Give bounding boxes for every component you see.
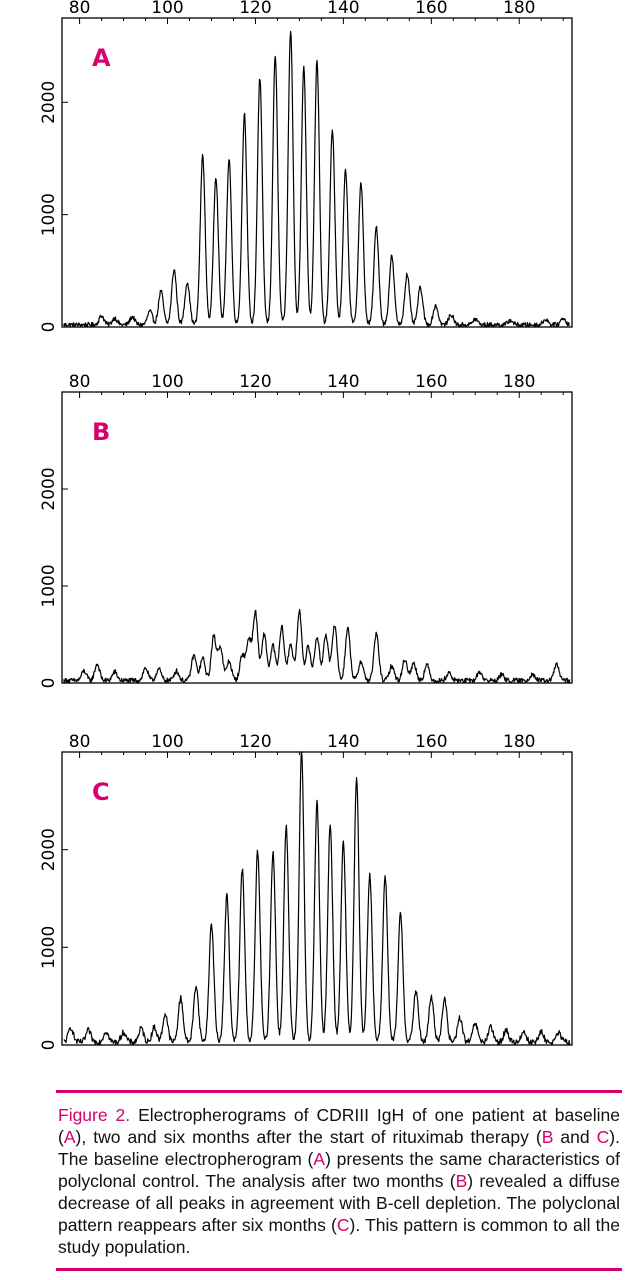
caption-text-segment: ) revealed a diffuse decrease of all pea… <box>58 1171 620 1235</box>
x-tick-label: 100 <box>151 0 183 18</box>
caption-panel-ref: C <box>596 1127 610 1147</box>
x-tick-label: 180 <box>503 0 535 18</box>
plot-frame <box>61 751 573 1046</box>
x-tick-label: 120 <box>239 372 271 392</box>
x-tick-label: 180 <box>503 372 535 392</box>
panel-label: C <box>92 778 110 806</box>
x-tick-label: 120 <box>239 732 271 752</box>
x-tick-label: 80 <box>69 0 91 18</box>
x-tick-label: 160 <box>415 732 447 752</box>
chart-panel-c: 80 100 120 140 160 180 0 1000 2000 C <box>39 732 573 1051</box>
chart-panel-b: 80 100 120 140 160 180 0 1000 2000 B <box>39 372 573 689</box>
caption-panel-ref: A <box>63 1127 76 1147</box>
caption-panel-ref: A <box>313 1149 326 1169</box>
x-tick-label: 160 <box>415 0 447 18</box>
x-tick-label: 100 <box>151 372 183 392</box>
x-tick-label: 140 <box>327 0 359 18</box>
caption-text: Electropherograms of CDRIII IgH of one p… <box>58 1105 620 1257</box>
caption-top-rule <box>56 1090 622 1093</box>
x-tick-label: 120 <box>239 0 271 18</box>
caption-bottom-rule <box>56 1268 622 1271</box>
electropherogram-trace <box>63 751 571 1046</box>
x-tick-label: 140 <box>327 732 359 752</box>
caption-panel-ref: B <box>455 1171 468 1191</box>
electropherogram-trace <box>63 30 570 328</box>
figure-caption: Figure 2. Electropherograms of CDRIII Ig… <box>58 1104 620 1258</box>
plot-frame <box>61 17 573 328</box>
y-tick-label: 0 <box>39 322 59 333</box>
y-tick-label: 2000 <box>39 81 59 124</box>
caption-text-segment: and <box>553 1127 597 1147</box>
caption-panel-ref: C <box>336 1215 350 1235</box>
plot-frame <box>61 391 573 684</box>
x-tick-label: 180 <box>503 732 535 752</box>
caption-text-segment: ). The baseline electropherogram ( <box>58 1127 620 1169</box>
y-tick-label: 1000 <box>39 926 59 969</box>
caption-text-segment: ). This pattern is common to all the stu… <box>58 1215 620 1257</box>
y-tick-label: 0 <box>39 1040 59 1051</box>
y-tick-label: 1000 <box>39 193 59 236</box>
y-tick-label: 0 <box>39 678 59 689</box>
panel-label: A <box>92 44 111 72</box>
caption-panel-ref: B <box>541 1127 554 1147</box>
y-tick-label: 2000 <box>39 467 59 510</box>
caption-text-segment: ), two and six months after the start of… <box>75 1127 542 1147</box>
x-tick-label: 160 <box>415 372 447 392</box>
x-tick-label: 80 <box>69 732 91 752</box>
caption-text-segment: ) presents the same characteristics of p… <box>58 1149 620 1191</box>
electropherogram-trace <box>63 608 571 684</box>
caption-label: Figure 2. <box>58 1105 131 1125</box>
chart-panel-a: 80 100 120 140 160 180 0 1000 2000 A <box>39 0 573 333</box>
caption-text-segment: Electropherograms of CDRIII IgH of one p… <box>58 1105 620 1147</box>
x-tick-label: 140 <box>327 372 359 392</box>
y-tick-label: 2000 <box>39 828 59 871</box>
x-tick-label: 100 <box>151 732 183 752</box>
x-tick-label: 80 <box>69 372 91 392</box>
y-tick-label: 1000 <box>39 564 59 607</box>
panel-label: B <box>92 418 110 446</box>
